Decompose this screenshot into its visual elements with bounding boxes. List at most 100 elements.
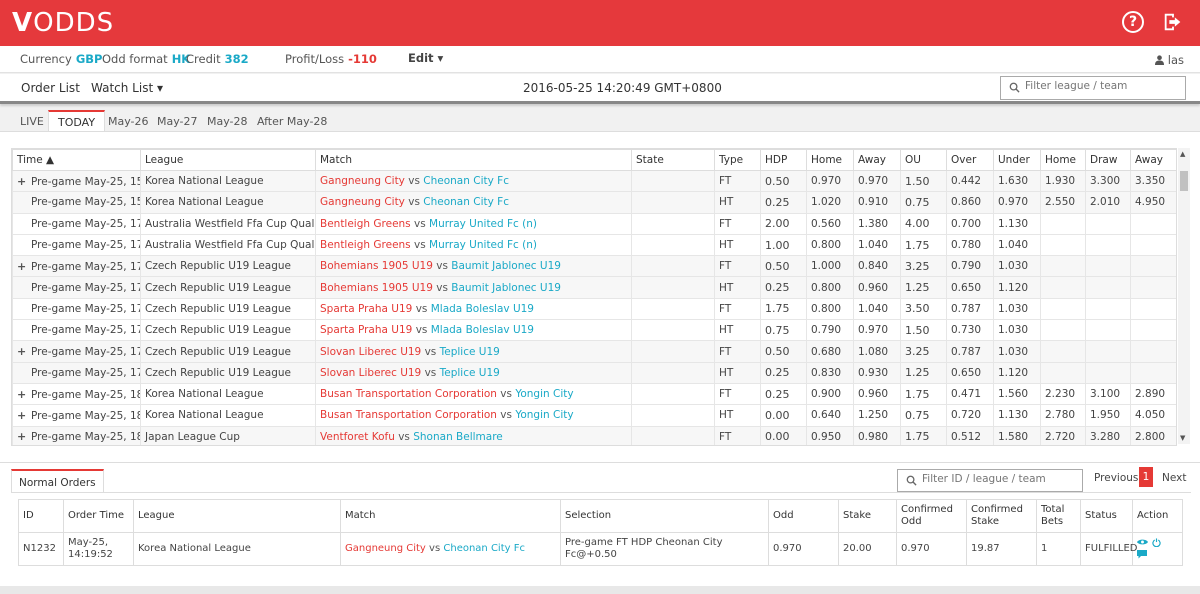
home-team[interactable]: Slovan Liberec U19 <box>320 345 422 358</box>
home-team[interactable]: Sparta Praha U19 <box>320 302 413 315</box>
tab-live[interactable]: LIVE <box>20 115 44 128</box>
away-team[interactable]: Baumit Jablonec U19 <box>451 260 561 273</box>
user-menu[interactable]: las <box>1155 53 1184 67</box>
1x2-away-odd[interactable] <box>1130 297 1176 321</box>
hdp-away-odd[interactable]: 0.910 <box>853 191 901 214</box>
1x2-draw-odd[interactable] <box>1085 297 1131 321</box>
hdp-away-odd[interactable]: 0.840 <box>853 255 901 278</box>
over-odd[interactable]: 0.650 <box>946 276 994 299</box>
expand-icon[interactable]: + <box>17 174 27 188</box>
1x2-draw-odd[interactable] <box>1085 361 1131 384</box>
home-team[interactable]: Slovan Liberec U19 <box>320 366 422 379</box>
1x2-draw-odd[interactable] <box>1085 340 1131 363</box>
under-odd[interactable]: 1.030 <box>993 255 1041 278</box>
1x2-draw-odd[interactable]: 2.010 <box>1085 191 1131 214</box>
1x2-home-odd[interactable] <box>1040 255 1086 278</box>
1x2-away-odd[interactable]: 4.050 <box>1130 404 1176 427</box>
hdp-home-odd[interactable]: 0.800 <box>806 276 854 299</box>
1x2-home-odd[interactable] <box>1040 340 1086 363</box>
home-team[interactable]: Bohemians 1905 U19 <box>320 281 433 294</box>
1x2-home-odd[interactable] <box>1040 233 1086 257</box>
away-team[interactable]: Mlada Boleslav U19 <box>430 302 534 315</box>
1x2-away-odd[interactable] <box>1130 276 1176 299</box>
under-odd[interactable]: 0.970 <box>993 191 1041 214</box>
1x2-home-odd[interactable]: 1.930 <box>1040 169 1086 193</box>
away-team[interactable]: Teplice U19 <box>439 345 500 358</box>
hdp-away-odd[interactable]: 1.040 <box>853 233 901 257</box>
hdp-away-odd[interactable]: 0.930 <box>853 361 901 384</box>
home-team[interactable]: Gangneung City <box>320 196 405 209</box>
order-search[interactable] <box>897 469 1083 492</box>
1x2-draw-odd[interactable]: 3.280 <box>1085 425 1131 445</box>
chat-icon[interactable] <box>1137 549 1147 559</box>
tab-may-26[interactable]: May-26 <box>108 115 149 128</box>
home-team[interactable]: Busan Transportation Corporation <box>320 388 497 401</box>
1x2-draw-odd[interactable] <box>1085 233 1131 257</box>
hdp-away-odd[interactable]: 1.080 <box>853 340 901 363</box>
home-team[interactable]: Bohemians 1905 U19 <box>320 260 433 273</box>
logout-icon[interactable] <box>1162 11 1184 33</box>
order-home-team[interactable]: Gangneung City <box>345 543 426 554</box>
1x2-draw-odd[interactable] <box>1085 319 1131 342</box>
scroll-down-icon[interactable]: ▼ <box>1180 434 1186 442</box>
pager-page-1[interactable]: 1 <box>1139 467 1153 487</box>
under-odd[interactable]: 1.630 <box>993 169 1041 193</box>
hdp-home-odd[interactable]: 0.950 <box>806 425 854 445</box>
over-odd[interactable]: 0.787 <box>946 340 994 363</box>
hdp-home-odd[interactable]: 0.900 <box>806 382 854 406</box>
hdp-home-odd[interactable]: 0.560 <box>806 212 854 235</box>
over-odd[interactable]: 0.471 <box>946 382 994 406</box>
hdp-away-odd[interactable]: 0.970 <box>853 319 901 342</box>
1x2-away-odd[interactable] <box>1130 233 1176 257</box>
away-team[interactable]: Cheonan City Fc <box>423 175 509 188</box>
1x2-away-odd[interactable] <box>1130 212 1176 235</box>
expand-icon[interactable]: + <box>17 259 27 273</box>
over-odd[interactable]: 0.787 <box>946 297 994 321</box>
help-icon[interactable]: ? <box>1122 11 1144 33</box>
home-team[interactable]: Bentleigh Greens <box>320 239 411 252</box>
1x2-draw-odd[interactable]: 1.950 <box>1085 404 1131 427</box>
under-odd[interactable]: 1.030 <box>993 340 1041 363</box>
1x2-draw-odd[interactable]: 3.300 <box>1085 169 1131 193</box>
1x2-draw-odd[interactable]: 3.100 <box>1085 382 1131 406</box>
pager-previous[interactable]: Previous <box>1094 472 1139 484</box>
tab-after-may-28[interactable]: After May-28 <box>257 115 328 128</box>
under-odd[interactable]: 1.030 <box>993 297 1041 321</box>
away-team[interactable]: Shonan Bellmare <box>413 430 503 443</box>
power-icon[interactable] <box>1152 537 1161 547</box>
scroll-up-icon[interactable]: ▲ <box>1180 150 1186 158</box>
hdp-home-odd[interactable]: 0.800 <box>806 233 854 257</box>
over-odd[interactable]: 0.860 <box>946 191 994 214</box>
scroll-thumb[interactable] <box>1180 171 1188 191</box>
1x2-away-odd[interactable] <box>1130 361 1176 384</box>
match-scrollbar[interactable] <box>1178 148 1190 444</box>
home-team[interactable]: Busan Transportation Corporation <box>320 409 497 422</box>
1x2-home-odd[interactable] <box>1040 212 1086 235</box>
under-odd[interactable]: 1.580 <box>993 425 1041 445</box>
hdp-away-odd[interactable]: 0.960 <box>853 276 901 299</box>
1x2-draw-odd[interactable] <box>1085 276 1131 299</box>
tab-normal-orders[interactable]: Normal Orders <box>11 469 104 493</box>
watch-list-dropdown[interactable]: Watch List ▾ <box>91 81 163 95</box>
over-odd[interactable]: 0.780 <box>946 233 994 257</box>
home-team[interactable]: Ventforet Kofu <box>320 430 395 443</box>
away-team[interactable]: Yongin City <box>515 388 574 401</box>
over-odd[interactable]: 0.720 <box>946 404 994 427</box>
expand-icon[interactable]: + <box>17 408 27 422</box>
1x2-draw-odd[interactable] <box>1085 212 1131 235</box>
1x2-away-odd[interactable]: 2.890 <box>1130 382 1176 406</box>
home-team[interactable]: Sparta Praha U19 <box>320 324 413 337</box>
away-team[interactable]: Cheonan City Fc <box>423 196 509 209</box>
expand-icon[interactable]: + <box>17 345 27 359</box>
hdp-home-odd[interactable]: 0.790 <box>806 319 854 342</box>
under-odd[interactable]: 1.560 <box>993 382 1041 406</box>
hdp-away-odd[interactable]: 0.960 <box>853 382 901 406</box>
under-odd[interactable]: 1.030 <box>993 319 1041 342</box>
1x2-away-odd[interactable]: 4.950 <box>1130 191 1176 214</box>
hdp-home-odd[interactable]: 1.020 <box>806 191 854 214</box>
1x2-home-odd[interactable]: 2.720 <box>1040 425 1086 445</box>
over-odd[interactable]: 0.650 <box>946 361 994 384</box>
tab-may-27[interactable]: May-27 <box>157 115 198 128</box>
away-team[interactable]: Baumit Jablonec U19 <box>451 281 561 294</box>
over-odd[interactable]: 0.700 <box>946 212 994 235</box>
